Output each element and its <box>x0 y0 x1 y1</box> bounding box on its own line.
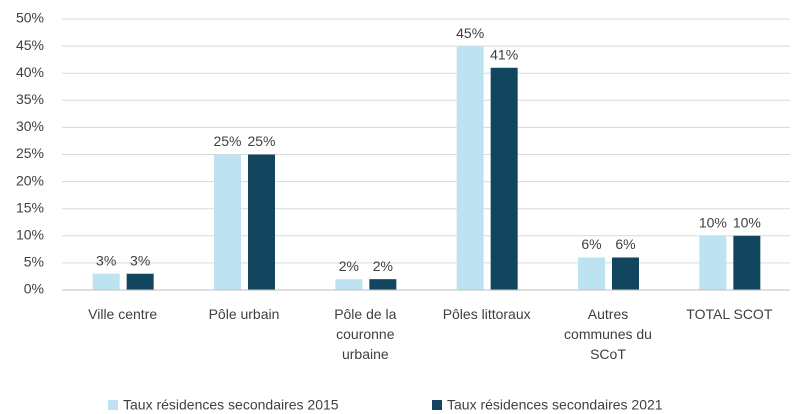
bar <box>612 257 639 290</box>
legend-swatch <box>432 400 442 410</box>
legend-label: Taux résidences secondaires 2021 <box>447 397 663 413</box>
bar <box>699 235 727 290</box>
data-label: 3% <box>130 252 150 268</box>
bar <box>456 46 484 290</box>
data-label: 41% <box>490 46 518 62</box>
data-label: 25% <box>213 133 241 149</box>
data-label: 2% <box>339 258 359 274</box>
x-tick-label: Ville centre <box>88 306 158 322</box>
y-tick-label: 25% <box>16 145 44 161</box>
data-label: 25% <box>247 133 275 149</box>
x-tick-label: Pôle de la couronne urbaine <box>334 306 397 362</box>
y-tick-label: 30% <box>16 118 44 134</box>
bar <box>733 235 761 290</box>
bar <box>126 273 154 290</box>
bar <box>335 279 363 290</box>
data-label: 10% <box>699 215 727 231</box>
y-tick-label: 35% <box>16 91 44 107</box>
y-tick-label: 5% <box>24 254 44 270</box>
y-tick-label: 45% <box>16 37 44 53</box>
y-tick-label: 0% <box>24 281 44 297</box>
bar <box>214 154 241 290</box>
data-label: 45% <box>456 25 484 41</box>
data-label: 3% <box>96 252 116 268</box>
legend-label: Taux résidences secondaires 2015 <box>123 397 339 413</box>
x-tick-label: Pôles littoraux <box>442 306 531 322</box>
data-label: 6% <box>581 236 601 252</box>
legend-swatch <box>108 400 118 410</box>
y-tick-label: 15% <box>16 199 44 215</box>
y-tick-label: 10% <box>16 227 44 243</box>
y-tick-label: 40% <box>16 64 44 80</box>
x-tick-label: Pôle urbain <box>208 306 280 322</box>
bar <box>578 257 605 290</box>
x-tick-label: Autres communes du SCoT <box>564 306 652 362</box>
bar <box>369 279 397 290</box>
bar <box>248 154 275 290</box>
data-label: 10% <box>733 215 761 231</box>
bar <box>490 67 518 290</box>
data-label: 6% <box>615 236 635 252</box>
y-tick-label: 50% <box>16 10 44 26</box>
bar <box>92 273 120 290</box>
y-tick-label: 20% <box>16 172 44 188</box>
x-tick-label: TOTAL SCOT <box>686 306 773 322</box>
data-label: 2% <box>373 258 393 274</box>
